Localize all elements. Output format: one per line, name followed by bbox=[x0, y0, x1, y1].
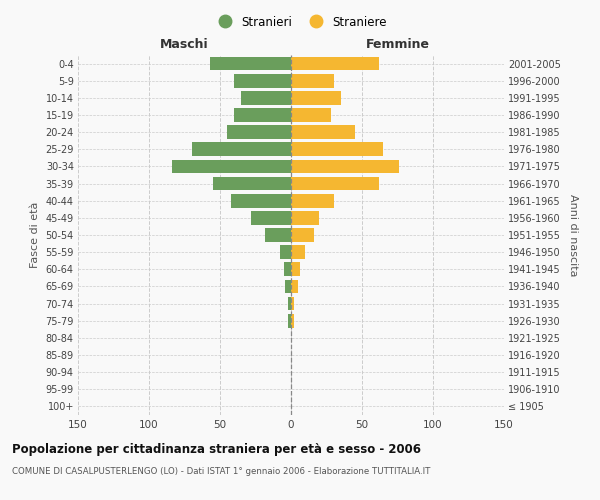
Bar bbox=[284, 262, 291, 276]
Bar bbox=[251, 211, 291, 224]
Bar bbox=[288, 314, 291, 328]
Bar bbox=[213, 176, 291, 190]
Text: Femmine: Femmine bbox=[365, 38, 430, 52]
Bar bbox=[291, 262, 299, 276]
Bar bbox=[288, 296, 291, 310]
Bar bbox=[265, 228, 291, 242]
Bar bbox=[291, 246, 305, 259]
Bar bbox=[291, 296, 294, 310]
Bar bbox=[291, 74, 334, 88]
Text: Maschi: Maschi bbox=[160, 38, 209, 52]
Bar bbox=[291, 211, 319, 224]
Bar bbox=[291, 176, 379, 190]
Bar bbox=[286, 280, 291, 293]
Bar bbox=[291, 91, 341, 104]
Bar bbox=[291, 228, 314, 242]
Y-axis label: Fasce di età: Fasce di età bbox=[30, 202, 40, 268]
Bar bbox=[172, 160, 291, 173]
Bar bbox=[291, 142, 383, 156]
Bar bbox=[291, 160, 399, 173]
Bar bbox=[191, 142, 291, 156]
Legend: Stranieri, Straniere: Stranieri, Straniere bbox=[208, 11, 392, 34]
Bar bbox=[234, 108, 291, 122]
Bar bbox=[291, 314, 294, 328]
Bar bbox=[291, 108, 331, 122]
Text: COMUNE DI CASALPUSTERLENGO (LO) - Dati ISTAT 1° gennaio 2006 - Elaborazione TUTT: COMUNE DI CASALPUSTERLENGO (LO) - Dati I… bbox=[12, 468, 430, 476]
Bar bbox=[291, 280, 298, 293]
Bar bbox=[241, 91, 291, 104]
Bar bbox=[291, 56, 379, 70]
Bar bbox=[227, 126, 291, 139]
Bar bbox=[291, 194, 334, 207]
Bar bbox=[280, 246, 291, 259]
Bar bbox=[232, 194, 291, 207]
Y-axis label: Anni di nascita: Anni di nascita bbox=[568, 194, 578, 276]
Bar bbox=[234, 74, 291, 88]
Bar bbox=[210, 56, 291, 70]
Bar bbox=[291, 126, 355, 139]
Text: Popolazione per cittadinanza straniera per età e sesso - 2006: Popolazione per cittadinanza straniera p… bbox=[12, 442, 421, 456]
